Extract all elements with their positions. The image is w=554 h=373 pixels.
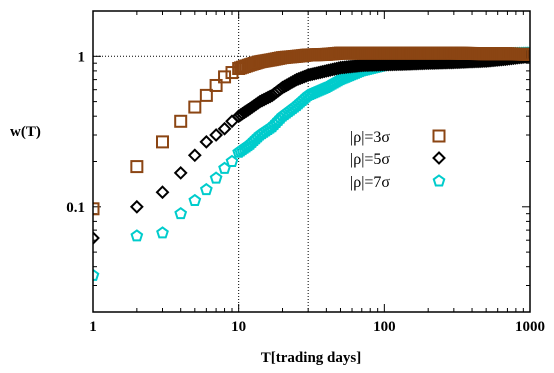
square-marker bbox=[93, 202, 100, 216]
pentagon-marker bbox=[236, 142, 249, 156]
diamond-marker bbox=[199, 134, 214, 149]
diamond-marker bbox=[439, 55, 453, 70]
diamond-marker bbox=[217, 121, 232, 136]
y-tick-label: 1 bbox=[78, 49, 86, 65]
pentagon-marker bbox=[209, 171, 223, 184]
pentagon-marker bbox=[269, 115, 283, 129]
pentagon-marker bbox=[130, 229, 144, 242]
square-marker bbox=[130, 160, 144, 174]
pentagon-marker bbox=[257, 125, 271, 138]
legend-label: |ρ|=5σ bbox=[350, 151, 390, 168]
pentagon-marker bbox=[174, 206, 188, 220]
square-marker bbox=[156, 135, 170, 149]
diamond-marker bbox=[311, 65, 326, 80]
pentagon-marker bbox=[245, 135, 259, 148]
pentagon-marker bbox=[156, 226, 169, 239]
diamond-marker bbox=[225, 114, 239, 129]
series-group bbox=[93, 46, 530, 216]
pentagon-marker bbox=[294, 95, 307, 108]
legend-label: |ρ|=7σ bbox=[350, 174, 390, 191]
plot-frame bbox=[92, 10, 531, 313]
pentagon-marker bbox=[225, 154, 239, 167]
diamond-marker bbox=[155, 185, 170, 200]
y-tick-label: 0.1 bbox=[66, 200, 85, 216]
x-tick-label: 1000 bbox=[515, 319, 545, 335]
diamond-marker bbox=[173, 165, 188, 180]
legend-label: |ρ|=3σ bbox=[350, 129, 390, 146]
square-marker bbox=[199, 88, 213, 102]
square-marker bbox=[174, 114, 188, 128]
y-axis-label: w(T) bbox=[10, 124, 41, 140]
pentagon-marker bbox=[93, 268, 100, 281]
diamond-marker bbox=[413, 56, 428, 71]
x-tick-label: 100 bbox=[373, 319, 396, 335]
legend-marker bbox=[432, 174, 446, 187]
square-marker bbox=[521, 47, 530, 61]
legend: |ρ|=3σ |ρ|=5σ |ρ|=7σ bbox=[350, 129, 446, 191]
x-axis-label: T[trading days] bbox=[261, 350, 361, 366]
pentagon-marker bbox=[199, 182, 213, 196]
pentagon-marker bbox=[326, 77, 339, 90]
legend-marker bbox=[432, 129, 446, 143]
x-tick-label: 1 bbox=[89, 319, 97, 335]
x-tick-label: 10 bbox=[231, 319, 246, 335]
reference-lines bbox=[93, 11, 309, 312]
diamond-marker bbox=[395, 57, 410, 72]
pentagon-marker bbox=[282, 104, 295, 118]
square-marker bbox=[218, 70, 232, 84]
series-group bbox=[93, 49, 530, 245]
diamond-marker bbox=[251, 96, 265, 110]
diamond-marker bbox=[129, 199, 144, 214]
data-series bbox=[93, 46, 530, 281]
diamond-marker bbox=[93, 231, 100, 245]
pentagon-marker bbox=[188, 193, 202, 207]
square-marker bbox=[209, 78, 223, 92]
legend-marker bbox=[432, 151, 446, 165]
square-marker bbox=[188, 100, 202, 114]
series-group bbox=[93, 46, 530, 281]
tick-labels: 1 10 100 1000 0.1 1 bbox=[66, 49, 545, 335]
diamond-marker bbox=[187, 148, 202, 163]
diamond-marker bbox=[209, 128, 224, 142]
diamond-marker bbox=[347, 59, 361, 74]
